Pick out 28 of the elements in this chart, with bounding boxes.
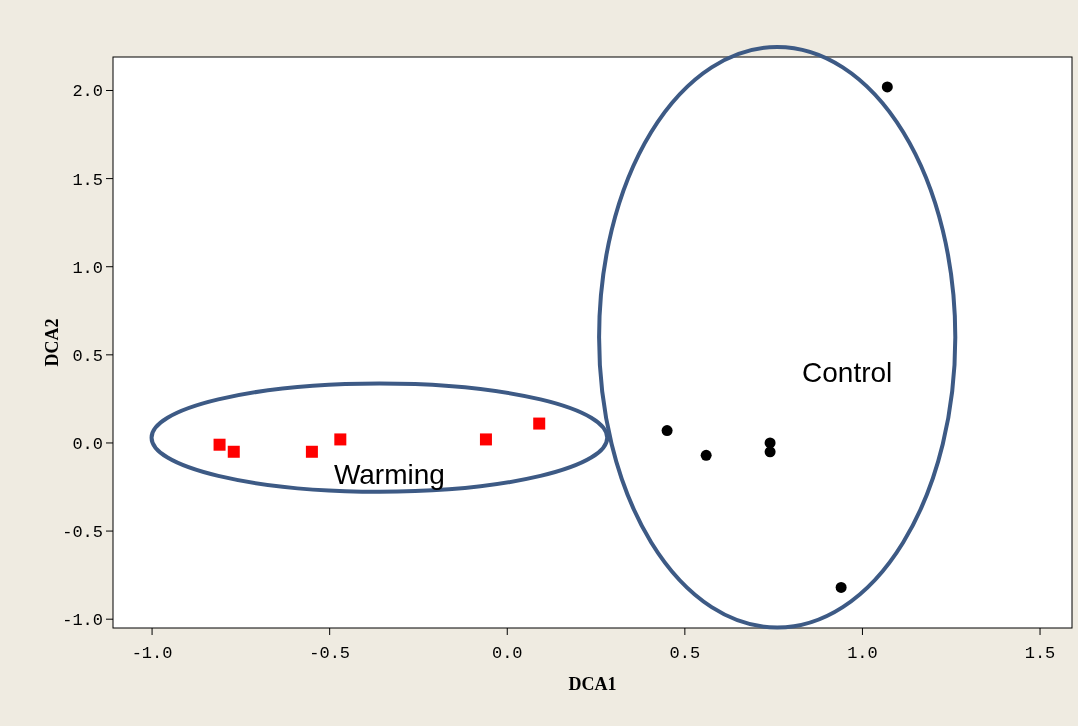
point [213,438,226,451]
y-tick-label: 1.0 [72,258,103,278]
point [334,433,347,446]
x-tick-label: -1.0 [131,644,173,663]
x-tick-label: 1.5 [1024,644,1056,663]
y-tick-label: 2.0 [72,82,103,102]
x-tick-label: -0.5 [309,644,351,663]
y-tick-label: 1.5 [72,170,103,190]
x-axis-title: DCA1 [568,674,617,694]
x-tick-label: 1.0 [847,644,878,663]
point [305,445,318,458]
y-tick-label: 0.5 [72,346,103,366]
y-tick-label: -1.0 [62,611,103,631]
point [881,81,893,93]
x-tick-label: 0.0 [491,644,523,663]
point [661,425,673,437]
annotation: Warming [333,458,445,490]
point [835,581,847,593]
point [764,446,776,458]
point [533,417,546,430]
point [227,445,240,458]
point [479,433,492,446]
y-tick-label: -0.5 [62,523,103,543]
point [700,449,712,461]
y-axis-title: DCA2 [42,318,62,367]
x-tick-label: 0.5 [669,644,701,663]
annotation: Control [802,357,893,389]
y-tick-label: 0.0 [72,434,103,454]
